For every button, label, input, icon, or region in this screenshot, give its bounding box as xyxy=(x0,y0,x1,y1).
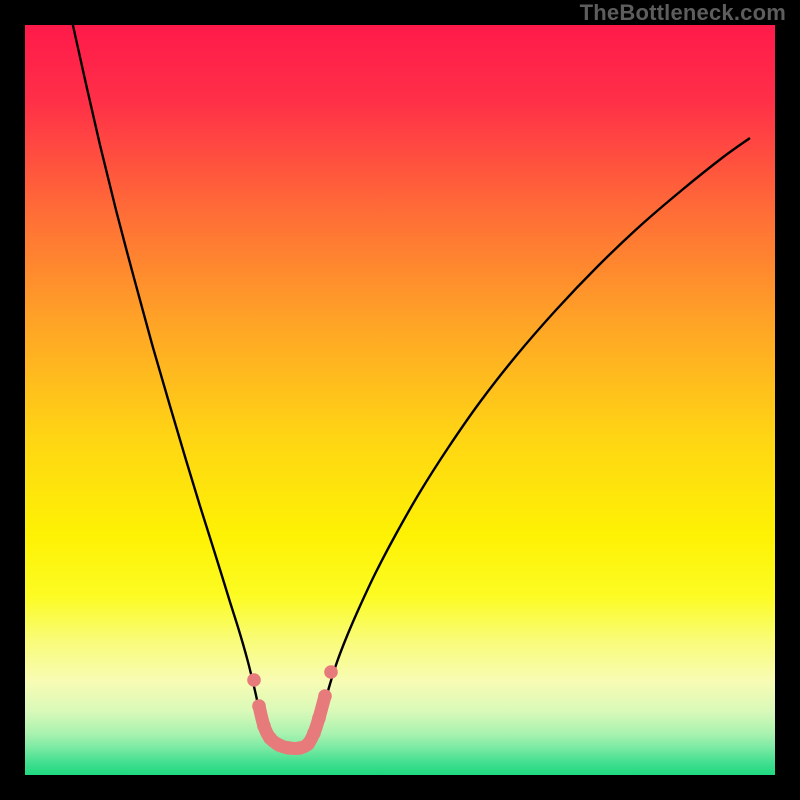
marker-dot xyxy=(247,673,261,687)
watermark-text: TheBottleneck.com xyxy=(580,0,786,26)
plot-svg xyxy=(25,25,775,775)
marker-dot xyxy=(312,711,326,725)
plot-area xyxy=(25,25,775,775)
chart-stage: TheBottleneck.com xyxy=(0,0,800,800)
marker-dot xyxy=(324,665,338,679)
marker-dot xyxy=(257,719,271,733)
gradient-background xyxy=(25,25,775,775)
marker-dot xyxy=(318,689,332,703)
marker-dot xyxy=(252,699,266,713)
marker-dot xyxy=(307,726,321,740)
